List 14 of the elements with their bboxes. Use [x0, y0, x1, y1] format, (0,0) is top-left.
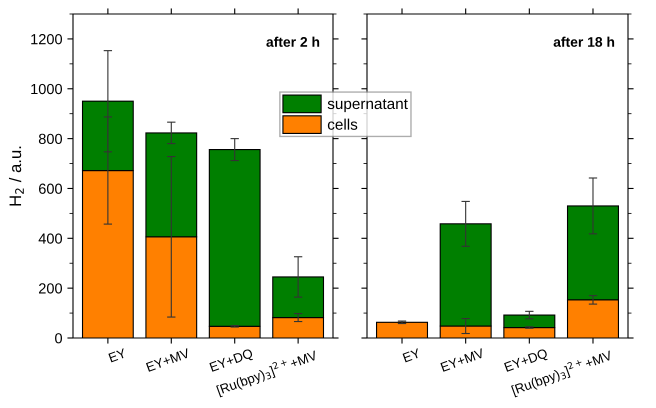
y-axis-title: H$_{2}$ / a.u. — [8, 146, 24, 206]
y-tick-label: 600 — [38, 184, 62, 194]
y-tick-label: 1200 — [31, 34, 62, 44]
y-tick-label: 1000 — [31, 84, 62, 94]
annotation: after 18 h — [554, 36, 614, 47]
annotation: after 2 h — [266, 36, 320, 47]
legend-label: cells — [328, 118, 358, 130]
x-tick-label: EY — [108, 348, 127, 362]
legend-label: supernatant — [328, 99, 408, 112]
y-tick-label: 400 — [38, 233, 62, 244]
y-tick-label: 0 — [55, 333, 62, 344]
y-tick-label: 200 — [38, 283, 62, 294]
y-tick-label: 800 — [38, 134, 62, 144]
x-tick-label: EY — [402, 348, 421, 362]
